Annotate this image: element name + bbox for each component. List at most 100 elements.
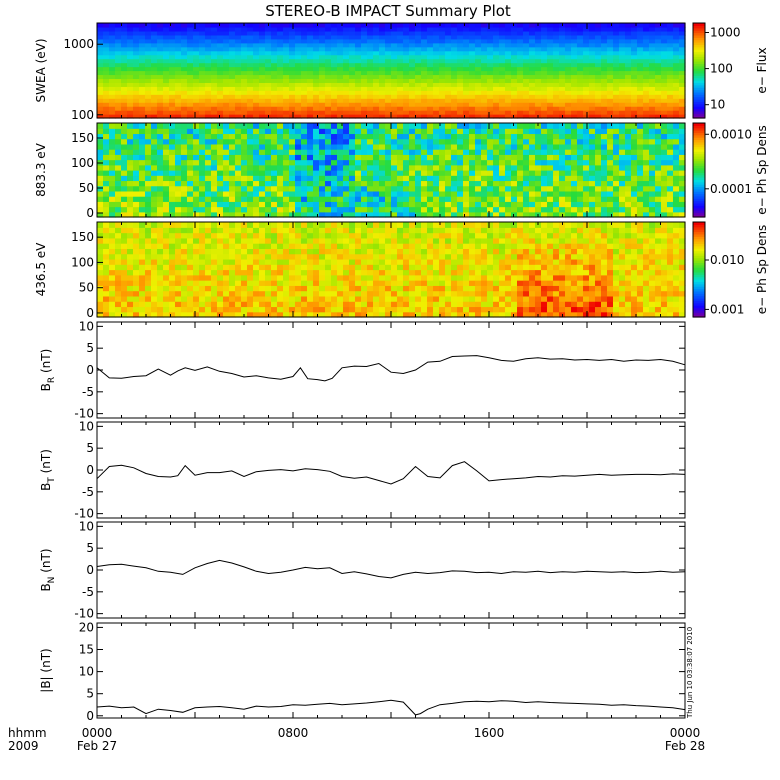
spectrogram-cell <box>499 23 506 28</box>
spectrogram-cell <box>667 62 674 68</box>
spectrogram-cell <box>109 237 116 244</box>
spectrogram-cell <box>409 58 416 64</box>
spectrogram-cell <box>427 133 434 140</box>
spectrogram-cell <box>301 58 308 64</box>
spectrogram-cell <box>487 86 494 91</box>
spectrogram-cell <box>637 70 644 76</box>
spectrogram-cell <box>523 201 530 208</box>
spectrogram-cell <box>301 54 308 60</box>
spectrogram-cell <box>223 285 230 292</box>
spectrogram-cell <box>667 180 674 187</box>
spectrogram-cell <box>529 190 536 197</box>
spectrogram-cell <box>499 164 506 171</box>
spectrogram-cell <box>619 196 626 202</box>
spectrogram-cell <box>253 34 260 40</box>
spectrogram-cell <box>307 66 314 72</box>
spectrogram-cell <box>199 94 206 99</box>
spectrogram-cell <box>265 227 272 234</box>
spectrogram-cell <box>235 34 242 40</box>
spectrogram-cell <box>229 248 236 255</box>
spectrogram-cell <box>217 70 224 76</box>
spectrogram-cell <box>169 30 176 36</box>
spectrogram-cell <box>619 74 626 80</box>
spectrogram-cell <box>679 154 686 161</box>
spectrogram-cell <box>523 196 530 202</box>
spectrogram-cell <box>517 154 524 161</box>
spectrogram-cell <box>451 164 458 171</box>
spectrogram-cell <box>583 34 590 40</box>
spectrogram-cell <box>625 190 632 197</box>
spectrogram-cell <box>217 102 224 107</box>
spectrogram-cell <box>439 143 446 150</box>
spectrogram-cell <box>349 211 356 218</box>
spectrogram-cell <box>199 110 206 115</box>
spectrogram-cell <box>517 114 524 119</box>
spectrogram-cell <box>487 175 494 182</box>
spectrogram-cell <box>121 237 128 244</box>
spectrogram-cell <box>445 34 452 40</box>
spectrogram-cell <box>139 274 146 281</box>
spectrogram-cell <box>637 82 644 87</box>
spectrogram-cell <box>205 237 212 244</box>
spectrogram-cell <box>391 114 398 119</box>
spectrogram-cell <box>259 114 266 119</box>
spectrogram-cell <box>289 185 296 192</box>
spectrogram-cell <box>493 23 500 28</box>
spectrogram-cell <box>379 123 386 129</box>
spectrogram-cell <box>331 102 338 107</box>
spectrogram-cell <box>229 253 236 260</box>
spectrogram-cell <box>241 70 248 76</box>
spectrogram-cell <box>379 102 386 107</box>
spectrogram-cell <box>271 311 278 318</box>
spectrogram-cell <box>403 114 410 119</box>
spectrogram-cell <box>295 98 302 103</box>
spectrogram-cell <box>115 23 122 28</box>
spectrogram-cell <box>421 159 428 166</box>
spectrogram-cell <box>283 175 290 182</box>
spectrogram-cell <box>565 185 572 192</box>
spectrogram-cell <box>253 164 260 171</box>
spectrogram-cell <box>667 206 674 213</box>
spectrogram-cell <box>127 42 134 48</box>
spectrogram-cell <box>145 164 152 171</box>
spectrogram-cell <box>343 86 350 91</box>
spectrogram-cell <box>589 94 596 99</box>
spectrogram-cell <box>421 106 428 111</box>
spectrogram-cell <box>505 143 512 150</box>
spectrogram-cell <box>115 90 122 95</box>
spectrogram-cell <box>475 138 482 145</box>
spectrogram-cell <box>127 78 134 83</box>
spectrogram-cell <box>163 253 170 260</box>
spectrogram-cell <box>403 66 410 72</box>
spectrogram-cell <box>181 138 188 145</box>
spectrogram-cell <box>547 58 554 64</box>
spectrogram-cell <box>199 138 206 145</box>
spectrogram-cell <box>631 128 638 135</box>
spectrogram-cell <box>253 30 260 36</box>
spectrogram-cell <box>607 34 614 40</box>
spectrogram-cell <box>121 94 128 99</box>
spectrogram-cell <box>277 86 284 91</box>
spectrogram-cell <box>547 206 554 213</box>
spectrogram-cell <box>169 133 176 140</box>
spectrogram-cell <box>169 50 176 56</box>
spectrogram-cell <box>277 90 284 95</box>
spectrogram-cell <box>583 185 590 192</box>
spectrogram-cell <box>145 180 152 187</box>
spectrogram-cell <box>199 185 206 192</box>
spectrogram-cell <box>109 62 116 68</box>
spectrogram-cell <box>559 138 566 145</box>
spectrogram-cell <box>157 164 164 171</box>
spectrogram-cell <box>445 175 452 182</box>
spectrogram-cell <box>505 42 512 48</box>
spectrogram-cell <box>421 70 428 76</box>
spectrogram-cell <box>583 90 590 95</box>
spectrogram-cell <box>187 274 194 281</box>
spectrogram-cell <box>445 102 452 107</box>
spectrogram-cell <box>163 248 170 255</box>
spectrogram-cell <box>625 211 632 218</box>
spectrogram-cell <box>295 227 302 234</box>
spectrogram-cell <box>175 248 182 255</box>
spectrogram-cell <box>595 114 602 119</box>
spectrogram-cell <box>271 185 278 192</box>
